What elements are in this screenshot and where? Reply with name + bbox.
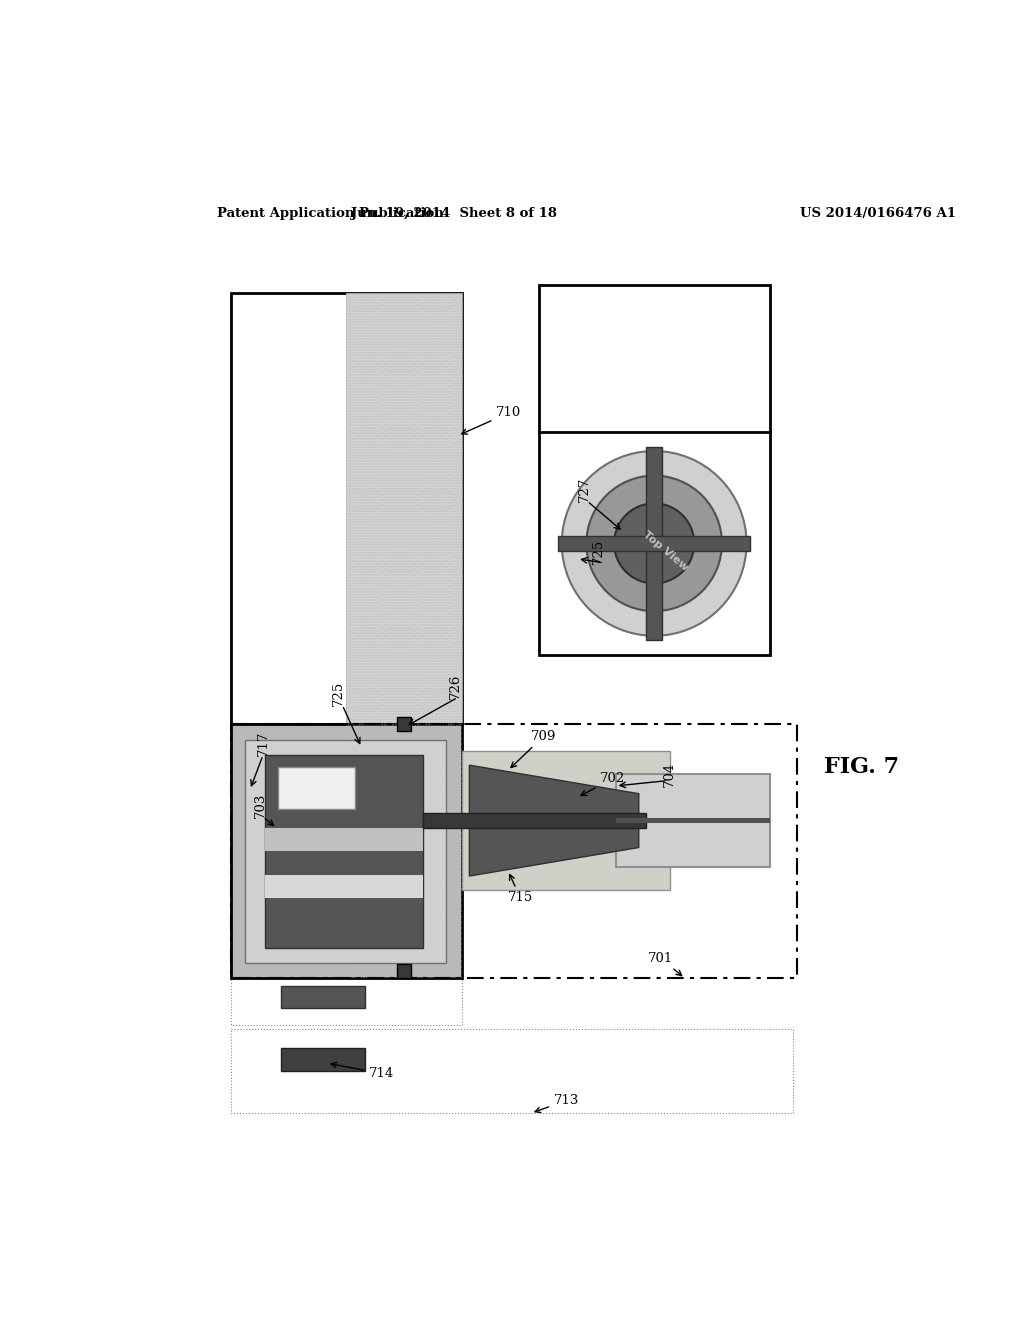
Bar — [397, 964, 411, 978]
Text: Top View: Top View — [641, 529, 690, 573]
Text: 717: 717 — [256, 731, 269, 756]
Bar — [230, 1028, 793, 1113]
Text: 702: 702 — [581, 772, 626, 796]
Bar — [346, 293, 462, 725]
Bar — [265, 755, 423, 948]
Text: 709: 709 — [511, 730, 556, 767]
Bar — [245, 739, 446, 964]
Text: 727: 727 — [579, 477, 592, 502]
Bar — [615, 775, 770, 867]
Text: 726: 726 — [449, 673, 462, 698]
Bar — [539, 285, 770, 655]
Text: 725: 725 — [592, 539, 605, 564]
Bar — [230, 978, 462, 1024]
Bar — [423, 813, 646, 829]
Ellipse shape — [562, 451, 746, 636]
Bar — [558, 536, 751, 552]
Text: US 2014/0166476 A1: US 2014/0166476 A1 — [801, 207, 956, 220]
Bar — [279, 767, 355, 809]
Polygon shape — [469, 766, 639, 876]
Bar — [265, 829, 423, 851]
Text: 710: 710 — [462, 407, 521, 434]
Bar — [281, 986, 366, 1007]
Bar — [230, 725, 462, 978]
Text: 701: 701 — [648, 952, 682, 975]
Text: 725: 725 — [332, 681, 345, 706]
Text: 703: 703 — [253, 792, 266, 818]
Bar — [646, 447, 662, 640]
Text: 715: 715 — [508, 875, 534, 904]
Bar — [230, 293, 462, 725]
Bar — [281, 1048, 366, 1071]
Bar — [265, 874, 423, 898]
Bar — [346, 293, 462, 725]
Text: FIG. 7: FIG. 7 — [823, 755, 899, 777]
Bar — [346, 725, 462, 978]
Bar — [230, 725, 797, 978]
Text: 704: 704 — [664, 762, 676, 787]
Bar — [397, 718, 411, 731]
Bar — [346, 725, 462, 978]
Bar — [462, 751, 670, 890]
Text: 713: 713 — [535, 1094, 580, 1113]
Text: Jun. 19, 2014  Sheet 8 of 18: Jun. 19, 2014 Sheet 8 of 18 — [351, 207, 557, 220]
Ellipse shape — [587, 475, 722, 611]
Bar — [615, 818, 770, 822]
Text: Patent Application Publication: Patent Application Publication — [217, 207, 443, 220]
Text: 714: 714 — [331, 1063, 394, 1080]
Ellipse shape — [614, 503, 694, 583]
